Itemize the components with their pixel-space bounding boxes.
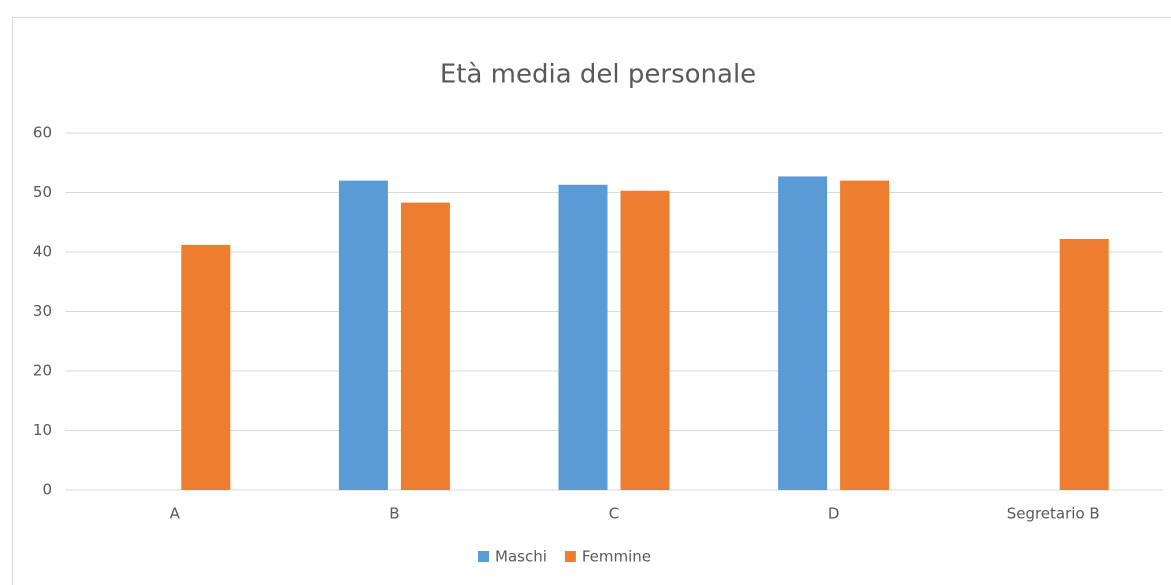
legend-swatch	[478, 551, 489, 562]
bar	[1059, 238, 1109, 490]
y-tick-label: 20	[33, 362, 52, 380]
bar	[400, 202, 450, 491]
bar	[338, 180, 388, 490]
x-tick-label: A	[170, 505, 181, 523]
y-tick-label: 50	[33, 183, 52, 201]
x-tick-label: D	[828, 505, 840, 523]
y-tick-label: 40	[33, 243, 52, 261]
y-tick-label: 30	[33, 302, 52, 320]
legend-label: Femmine	[582, 548, 651, 566]
bar	[778, 176, 828, 490]
y-tick-label: 60	[33, 124, 52, 142]
bar	[558, 184, 608, 490]
y-tick-label: 0	[42, 481, 52, 499]
x-tick-label: C	[609, 505, 619, 523]
legend-label: Maschi	[495, 548, 547, 566]
x-tick-label: Segretario B	[1007, 505, 1100, 523]
bar	[181, 244, 231, 490]
bar	[620, 190, 670, 490]
legend-swatch	[564, 551, 576, 562]
y-tick-label: 10	[33, 421, 52, 439]
x-tick-label: B	[389, 505, 399, 523]
chart-title: Età media del personale	[440, 60, 756, 90]
bar	[840, 180, 890, 490]
